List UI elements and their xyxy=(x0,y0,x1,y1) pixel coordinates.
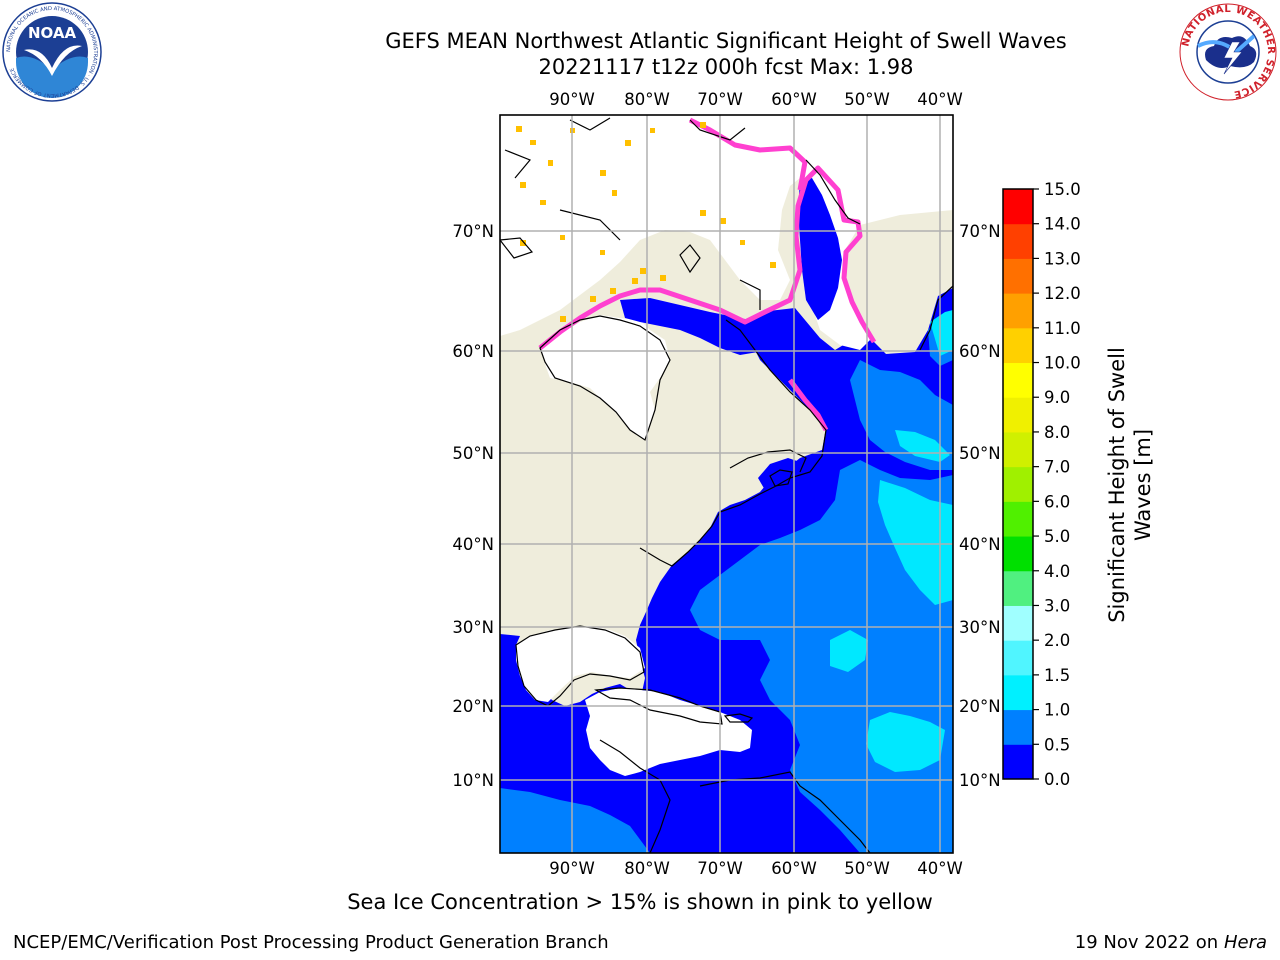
lat-label-left: 10°N xyxy=(452,771,494,790)
colorbar-segment xyxy=(1003,536,1033,572)
footer-host: Hera xyxy=(1223,932,1267,953)
noaa-logo: NOAA NATIONAL OCEANIC AND ATMOSPHERIC AD… xyxy=(2,2,102,102)
colorbar-segment xyxy=(1003,327,1033,364)
labrador-sea-swell xyxy=(798,178,842,320)
lon-labels-bottom: 90°W 80°W 70°W 60°W 50°W 40°W xyxy=(549,859,963,878)
colorbar-frame xyxy=(1002,188,1034,780)
colorbar-tick-label: 1.5 xyxy=(1044,666,1070,685)
gulf-st-lawrence xyxy=(758,458,800,490)
chart-title: GEFS MEAN Northwest Atlantic Significant… xyxy=(385,29,1067,53)
hudson-strait-swell xyxy=(620,298,770,355)
lon-label-top: 90°W xyxy=(549,90,595,109)
colorbar-segment xyxy=(1003,570,1033,606)
colorbar-tick-label: 15.0 xyxy=(1044,180,1081,199)
colorbar-label: Significant Height of SwellWaves [m] xyxy=(1105,347,1155,623)
colorbar-segment xyxy=(1003,431,1033,468)
colorbar-tick-label: 11.0 xyxy=(1044,319,1081,338)
lat-label-left: 40°N xyxy=(452,535,494,554)
lon-label-top: 60°W xyxy=(771,90,817,109)
colorbar-tick-label: 3.0 xyxy=(1044,596,1070,615)
lon-label-top: 40°W xyxy=(917,90,963,109)
colorbar-tick-label: 5.0 xyxy=(1044,527,1070,546)
colorbar: 0.0 0.5 1.0 1.5 2.0 3.0 4.0 5.0 6.0 7.0 8.0 9.0 10.0… xyxy=(1002,180,1081,789)
sea-ice-edge-pink-north xyxy=(688,117,808,191)
footer-date: 19 Nov 2022 on Hera xyxy=(1075,932,1267,953)
lat-label-left: 50°N xyxy=(452,444,494,463)
lat-label-right: 10°N xyxy=(959,771,1001,790)
colorbar-segment xyxy=(1003,223,1033,259)
nws-logo: NATIONAL WEATHER SERVICE xyxy=(1179,3,1277,101)
colorbar-segment xyxy=(1003,744,1033,780)
colorbar-tick-label: 12.0 xyxy=(1044,284,1081,303)
colorbar-tick-label: 7.0 xyxy=(1044,458,1070,477)
map-frame xyxy=(499,114,954,854)
colorbar-tick-label: 9.0 xyxy=(1044,388,1070,407)
lat-label-left: 60°N xyxy=(452,342,494,361)
south-ocean-swell-0.5-1 xyxy=(500,788,650,853)
colorbar-tick-label: 6.0 xyxy=(1044,492,1070,511)
lon-label-bottom: 60°W xyxy=(771,859,817,878)
colorbar-tick-label: 0.0 xyxy=(1044,770,1070,789)
colorbar-tick-label: 2.0 xyxy=(1044,631,1070,650)
ocean-swell-1-1.5 xyxy=(878,480,953,605)
gulf-white-area xyxy=(516,626,645,702)
sea-ice-edge-pink xyxy=(538,165,877,350)
colorbar-segment xyxy=(1003,501,1033,537)
lat-labels-right: 70°N 60°N 50°N 40°N 30°N 20°N 10°N xyxy=(959,222,1001,790)
colorbar-tick-label: 0.5 xyxy=(1044,735,1070,754)
lat-label-left: 70°N xyxy=(452,222,494,241)
colorbar-segment xyxy=(1003,605,1033,641)
lat-label-left: 20°N xyxy=(452,697,494,716)
colorbar-segment xyxy=(1003,674,1033,711)
colorbar-segment xyxy=(1003,293,1033,329)
ocean-swell-1-1.5-ne xyxy=(930,310,953,356)
lon-label-bottom: 40°W xyxy=(917,859,963,878)
lat-label-right: 20°N xyxy=(959,697,1001,716)
map-area xyxy=(500,115,953,853)
footer-credit: NCEP/EMC/Verification Post Processing Pr… xyxy=(13,932,609,953)
colorbar-tick-label: 13.0 xyxy=(1044,249,1081,268)
ocean-swell-1-1.5-lab xyxy=(895,430,950,462)
lon-label-top: 80°W xyxy=(624,90,670,109)
lat-label-left: 30°N xyxy=(452,618,494,637)
sea-ice-yellow-patches xyxy=(516,122,776,322)
colorbar-segment xyxy=(1003,189,1033,225)
colorbar-tick-label: 10.0 xyxy=(1044,354,1081,373)
caribbean-white-area xyxy=(585,688,752,776)
arctic-ice xyxy=(500,115,953,350)
colorbar-segment xyxy=(1003,640,1033,676)
ocean-swell-1-1.5-mid xyxy=(830,630,868,672)
colorbar-segment xyxy=(1003,258,1033,294)
colorbar-segment xyxy=(1003,397,1033,433)
lat-label-right: 30°N xyxy=(959,618,1001,637)
colorbar-tick-label: 14.0 xyxy=(1044,215,1081,234)
colorbar-tick-label: 4.0 xyxy=(1044,562,1070,581)
noaa-logo-text: NOAA xyxy=(28,24,77,42)
lat-label-right: 70°N xyxy=(959,222,1001,241)
lat-label-right: 50°N xyxy=(959,444,1001,463)
footer-date-text: 19 Nov 2022 on xyxy=(1074,932,1219,953)
caption: Sea Ice Concentration > 15% is shown in … xyxy=(347,890,933,914)
colorbar-segment xyxy=(1003,362,1033,398)
colorbar-segment xyxy=(1003,709,1033,745)
lon-label-bottom: 50°W xyxy=(844,859,890,878)
labrador-coast-edge xyxy=(788,378,829,432)
colorbar-tick-label: 8.0 xyxy=(1044,423,1070,442)
lon-label-bottom: 90°W xyxy=(549,859,595,878)
graticule xyxy=(500,115,953,853)
lon-label-bottom: 70°W xyxy=(697,859,743,878)
lon-label-bottom: 80°W xyxy=(624,859,670,878)
lon-labels-top: 90°W 80°W 70°W 60°W 50°W 40°W xyxy=(549,90,963,109)
colorbar-tick-label: 1.0 xyxy=(1044,701,1070,720)
ocean-swell-1-1.5-east xyxy=(866,712,945,772)
colorbar-segment xyxy=(1003,466,1033,502)
lat-label-right: 40°N xyxy=(959,535,1001,554)
lon-label-top: 50°W xyxy=(844,90,890,109)
lat-label-right: 60°N xyxy=(959,342,1001,361)
lat-labels-left: 70°N 60°N 50°N 40°N 30°N 20°N 10°N xyxy=(452,222,494,790)
chart-subtitle: 20221117 t12z 000h fcst Max: 1.98 xyxy=(538,55,914,79)
lon-label-top: 70°W xyxy=(697,90,743,109)
